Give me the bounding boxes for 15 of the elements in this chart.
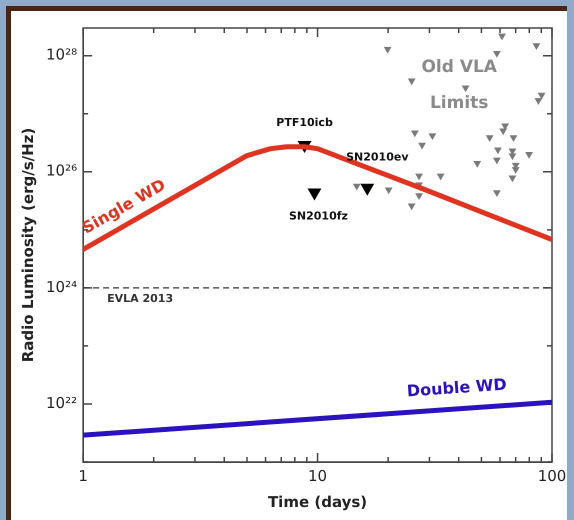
x-axis-title: Time (days) xyxy=(268,492,368,511)
y-tick-label: 10²⁸ xyxy=(46,46,78,64)
y-tick-label: 10²⁴ xyxy=(46,278,78,296)
ref-line-label: EVLA 2013 xyxy=(107,292,174,306)
series-label: Double WD xyxy=(406,374,508,401)
annotation: SN2010fz xyxy=(288,209,348,222)
x-tick-label: 1 xyxy=(78,466,88,485)
x-tick-label: 100 xyxy=(538,466,566,485)
y-tick-label: 10²⁶ xyxy=(46,162,78,180)
annotation: SN2010ev xyxy=(346,150,410,164)
x-tick-label: 10 xyxy=(308,466,328,485)
annotation: PTF10icb xyxy=(276,116,333,129)
y-axis-title: Radio Luminosity (erg/s/Hz) xyxy=(18,128,37,362)
y-tick-label: 10²² xyxy=(46,394,78,412)
series-label: Old VLA Limits xyxy=(421,57,498,114)
